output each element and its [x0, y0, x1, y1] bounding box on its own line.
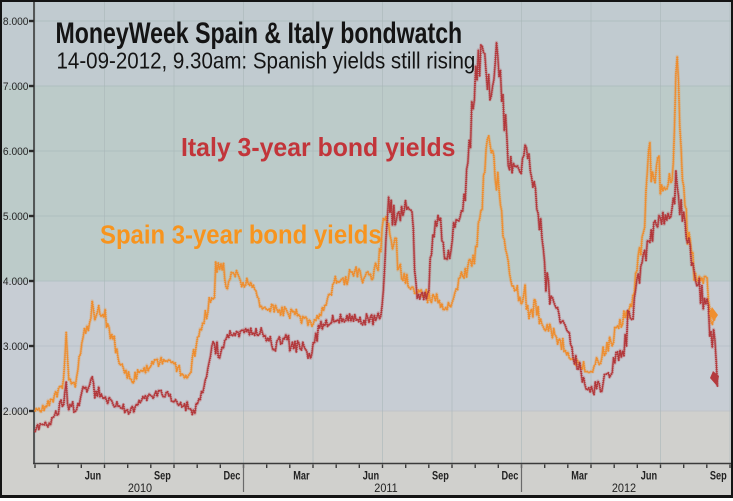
svg-text:2.000: 2.000 [3, 406, 29, 418]
svg-text:14-09-2012, 9.30am: Spanish yi: 14-09-2012, 9.30am: Spanish yields still… [57, 47, 476, 73]
svg-text:5.000: 5.000 [3, 211, 29, 223]
svg-text:7.000: 7.000 [3, 81, 29, 93]
svg-text:Jun: Jun [363, 471, 379, 483]
svg-text:Sep: Sep [432, 471, 449, 483]
svg-text:2012: 2012 [612, 483, 636, 495]
svg-text:MoneyWeek Spain & Italy bondwa: MoneyWeek Spain & Italy bondwatch [56, 16, 463, 50]
svg-text:6.000: 6.000 [3, 146, 29, 158]
svg-text:Italy 3-year bond yields: Italy 3-year bond yields [181, 133, 455, 162]
svg-text:4.000: 4.000 [3, 276, 29, 288]
svg-text:2011: 2011 [374, 483, 397, 495]
svg-text:Mar: Mar [571, 471, 587, 483]
svg-text:Sep: Sep [154, 471, 171, 483]
svg-text:Mar: Mar [293, 471, 309, 483]
svg-text:Spain 3-year bond yields: Spain 3-year bond yields [100, 221, 382, 250]
svg-text:8.000: 8.000 [3, 16, 29, 28]
svg-text:Jun: Jun [641, 471, 657, 483]
svg-text:Dec: Dec [501, 471, 518, 483]
svg-text:3.000: 3.000 [3, 341, 29, 353]
svg-text:Sep: Sep [710, 471, 727, 483]
svg-text:Jun: Jun [85, 471, 101, 483]
svg-text:Dec: Dec [223, 471, 240, 483]
svg-text:2010: 2010 [128, 483, 152, 495]
